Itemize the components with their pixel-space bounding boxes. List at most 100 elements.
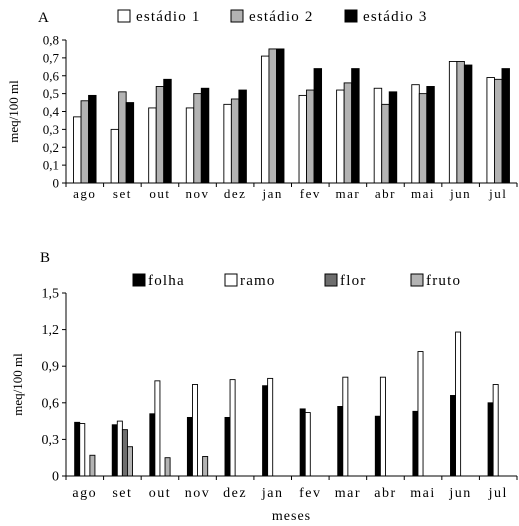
bar-estádio-3-mai (426, 86, 435, 184)
panel-a: A 0 0,1 0,2 0,3 0,4 0,5 0,6 0,7 0,8 ago set out nov de… (6, 9, 518, 201)
bar-estádio-1-dez (223, 103, 232, 184)
y-tick-label: 0,6 (42, 396, 60, 411)
y-tick-label: 0,3 (42, 433, 60, 448)
y-tick-label: 0,6 (43, 68, 60, 83)
bar-estádio-1-mai (411, 84, 420, 184)
legend-label: flor (340, 273, 366, 289)
legend-swatch (410, 273, 424, 287)
y-tick-label: 0 (52, 470, 59, 485)
x-tick-label: ago (72, 486, 97, 501)
bar-folha-mar (337, 406, 344, 477)
x-tick-label: set (112, 486, 132, 501)
bar-ramo-mai (417, 351, 424, 477)
bar-ramo-nov (192, 384, 198, 477)
y-axis-label: meq/100 ml (6, 80, 21, 143)
bar-estádio-3-dez (238, 89, 247, 184)
bar-estádio-1-jul (486, 77, 495, 184)
x-tick-label: ago (73, 186, 96, 201)
x-tick-label: jun (448, 486, 471, 501)
x-tick-label: mai (410, 486, 436, 501)
bar-ramo-jun (455, 331, 462, 477)
x-tick-label: abr (375, 186, 396, 201)
y-tick-label: 0,5 (43, 86, 59, 101)
bar-estádio-2-mar (343, 82, 353, 184)
bar-estádio-3-set (125, 102, 135, 184)
x-tick-label: fev (300, 186, 321, 201)
bar-ramo-dez (229, 379, 236, 477)
bar-estádio-3-ago (88, 94, 97, 184)
legend-swatch (344, 9, 358, 23)
x-tick-label: mar (336, 186, 361, 201)
legend: folha ramo flor fruto (132, 273, 461, 289)
bar-estádio-3-jul (501, 68, 510, 184)
y-tick-label: 0,3 (43, 122, 59, 137)
bar-estádio-1-nov (185, 107, 195, 184)
bar-ramo-ago (79, 423, 86, 477)
x-tick-label: set (113, 186, 132, 201)
bar-estádio-3-jun (463, 64, 473, 184)
x-tick-label: nov (186, 186, 210, 201)
bar-fruto-nov (202, 456, 209, 477)
y-axis-label: meq/100 ml (10, 353, 25, 416)
legend-swatch (224, 273, 238, 287)
legend: estádio 1 estádio 2 estádio 3 (117, 9, 426, 25)
legend-label: estádio 1 (136, 9, 201, 25)
bar-folha-dez (224, 416, 231, 477)
bar-flor-set (121, 429, 128, 477)
x-tick-label: abr (374, 486, 396, 501)
bar-fruto-set (126, 446, 133, 477)
bar-ramo-fev (304, 412, 311, 477)
legend-swatch (132, 273, 146, 287)
legend-label: fruto (426, 273, 461, 289)
bar-estádio-1-jan (260, 55, 270, 184)
legend-label: folha (148, 273, 185, 289)
bar-estádio-1-abr (373, 87, 383, 184)
x-tick-label: nov (185, 486, 211, 501)
bar-ramo-jul (492, 384, 499, 477)
bar-ramo-jan (267, 377, 274, 477)
bar-estádio-2-jan (268, 48, 277, 184)
bar-fruto-ago (89, 454, 96, 477)
bar-estádio-1-ago (73, 116, 82, 184)
y-tick-label: 0,7 (43, 50, 60, 65)
bar-ramo-set (116, 420, 123, 477)
bar-folha-jun (450, 395, 457, 477)
y-tick-label: 0 (53, 176, 60, 191)
bar-estádio-2-mai (418, 93, 428, 184)
y-tick-label: 1,5 (42, 287, 60, 302)
y-tick-label: 0,2 (43, 140, 59, 155)
legend-swatch (324, 273, 338, 287)
x-tick-label: mar (335, 486, 361, 501)
bar-estádio-1-mar (336, 89, 345, 184)
legend-swatch (230, 9, 244, 23)
bar-ramo-out (154, 380, 161, 477)
bar-folha-abr (374, 415, 381, 477)
y-tick-label: 0,1 (43, 158, 59, 173)
bar-estádio-2-ago (80, 100, 89, 184)
bar-folha-jan (262, 385, 269, 477)
bar-estádio-3-abr (388, 91, 398, 184)
bar-estádio-2-jul (494, 78, 503, 184)
bar-estádio-1-set (110, 128, 120, 184)
x-axis-label: meses (272, 509, 311, 524)
bar-estádio-2-jun (456, 61, 465, 184)
bar-estádio-1-out (148, 107, 157, 184)
x-tick-label: jul (488, 486, 508, 501)
bar-ramo-mar (342, 376, 349, 477)
bar-estádio-3-fev (313, 68, 323, 184)
bar-folha-nov (186, 416, 193, 477)
y-tick-label: 0,4 (43, 104, 60, 119)
bar-estádio-3-jan (276, 48, 285, 184)
bar-fruto-out (164, 457, 171, 477)
x-tick-label: out (149, 186, 170, 201)
bar-estádio-2-fev (306, 89, 315, 184)
x-tick-label: jun (449, 186, 471, 201)
x-tick-label: dez (224, 186, 247, 201)
bar-estádio-2-nov (193, 93, 202, 184)
bar-estádio-2-out (155, 86, 165, 184)
bar-folha-jul (487, 402, 494, 477)
x-tick-label: jul (488, 186, 507, 201)
bar-estádio-1-jun (448, 61, 458, 184)
